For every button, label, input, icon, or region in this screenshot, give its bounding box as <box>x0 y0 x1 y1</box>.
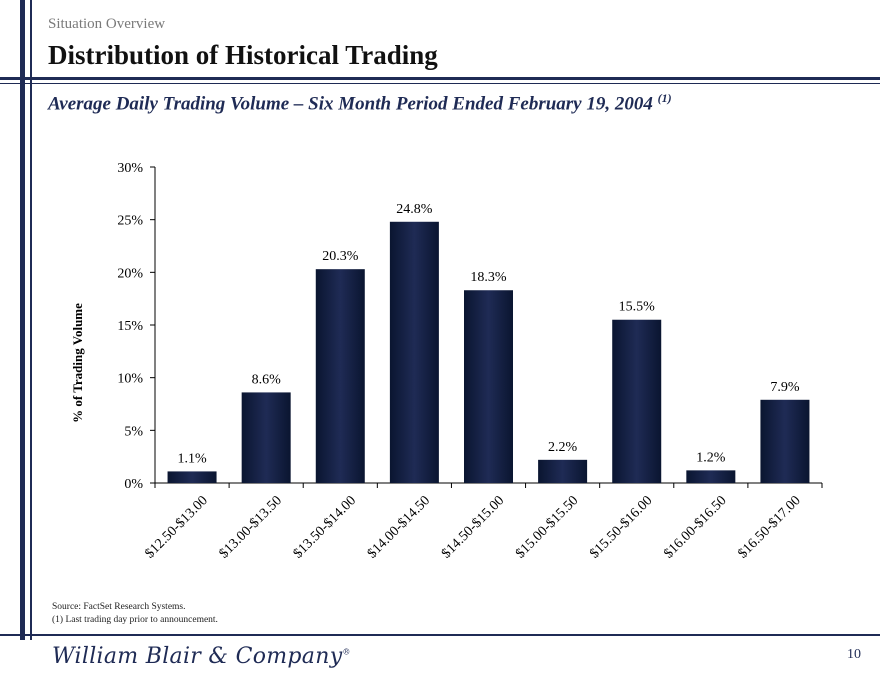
bar-value-label: 1.1% <box>177 451 207 466</box>
footnote-text: (1) Last trading day prior to announceme… <box>52 615 218 625</box>
x-tick-label: $13.00-$13.50 <box>217 493 285 561</box>
registered-mark: ® <box>342 647 351 657</box>
title-rule-thick <box>0 77 880 80</box>
bar-value-label: 15.5% <box>619 300 656 315</box>
bar <box>167 471 217 483</box>
bar <box>241 392 291 483</box>
bar <box>389 221 439 484</box>
footnote-marker: (1) <box>657 91 672 105</box>
bar-value-label: 1.2% <box>696 450 726 465</box>
bar-value-label: 8.6% <box>252 372 282 387</box>
bar <box>315 269 365 483</box>
x-tick-label: $14.00-$14.50 <box>365 493 433 561</box>
source-text: Source: FactSet Research Systems. <box>52 602 186 612</box>
y-tick-label: 5% <box>124 424 143 439</box>
footer-rule <box>0 634 880 636</box>
bar <box>464 290 513 483</box>
left-accent-bar-thick <box>20 0 25 640</box>
bar <box>760 399 810 483</box>
bar <box>686 470 736 483</box>
section-label: Situation Overview <box>48 16 166 32</box>
bar-value-label: 18.3% <box>470 270 507 285</box>
y-axis-label: % of Trading Volume <box>70 303 85 423</box>
x-tick-label: $15.50-$16.00 <box>587 493 655 561</box>
page-number: 10 <box>847 647 861 662</box>
bar-value-label: 24.8% <box>396 202 433 217</box>
chart-subtitle-text: Average Daily Trading Volume – Six Month… <box>48 93 653 115</box>
company-logo-text: William Blair & Company <box>52 644 343 669</box>
company-logo: William Blair & Company® <box>52 644 351 669</box>
y-tick-label: 30% <box>117 161 143 176</box>
y-tick-label: 25% <box>117 214 143 229</box>
x-tick-label: $16.50-$17.00 <box>735 493 803 561</box>
bar <box>612 319 662 483</box>
source-notes: Source: FactSet Research Systems. (1) La… <box>52 601 218 627</box>
page-title: Distribution of Historical Trading <box>48 40 438 70</box>
bar-value-label: 7.9% <box>770 380 800 395</box>
x-tick-label: $14.50-$15.00 <box>439 493 507 561</box>
chart-subtitle: Average Daily Trading Volume – Six Month… <box>48 91 672 115</box>
y-tick-label: 20% <box>117 266 143 281</box>
y-tick-label: 10% <box>117 372 143 387</box>
bar <box>538 459 588 483</box>
left-accent-bar-thin <box>30 0 32 640</box>
y-tick-label: 0% <box>124 477 143 492</box>
bar-value-label: 20.3% <box>322 249 359 264</box>
x-tick-label: $13.50-$14.00 <box>291 493 359 561</box>
bar-value-label: 2.2% <box>548 440 578 455</box>
title-rule-thin <box>0 83 880 84</box>
x-tick-label: $12.50-$13.00 <box>143 493 211 561</box>
x-tick-label: $16.00-$16.50 <box>661 493 729 561</box>
y-tick-label: 15% <box>117 319 143 334</box>
x-tick-label: $15.00-$15.50 <box>513 493 581 561</box>
bar-chart: 0% 5% 10% 15% 20% 25% 30% % of Trading Volume 1.… <box>70 161 823 562</box>
